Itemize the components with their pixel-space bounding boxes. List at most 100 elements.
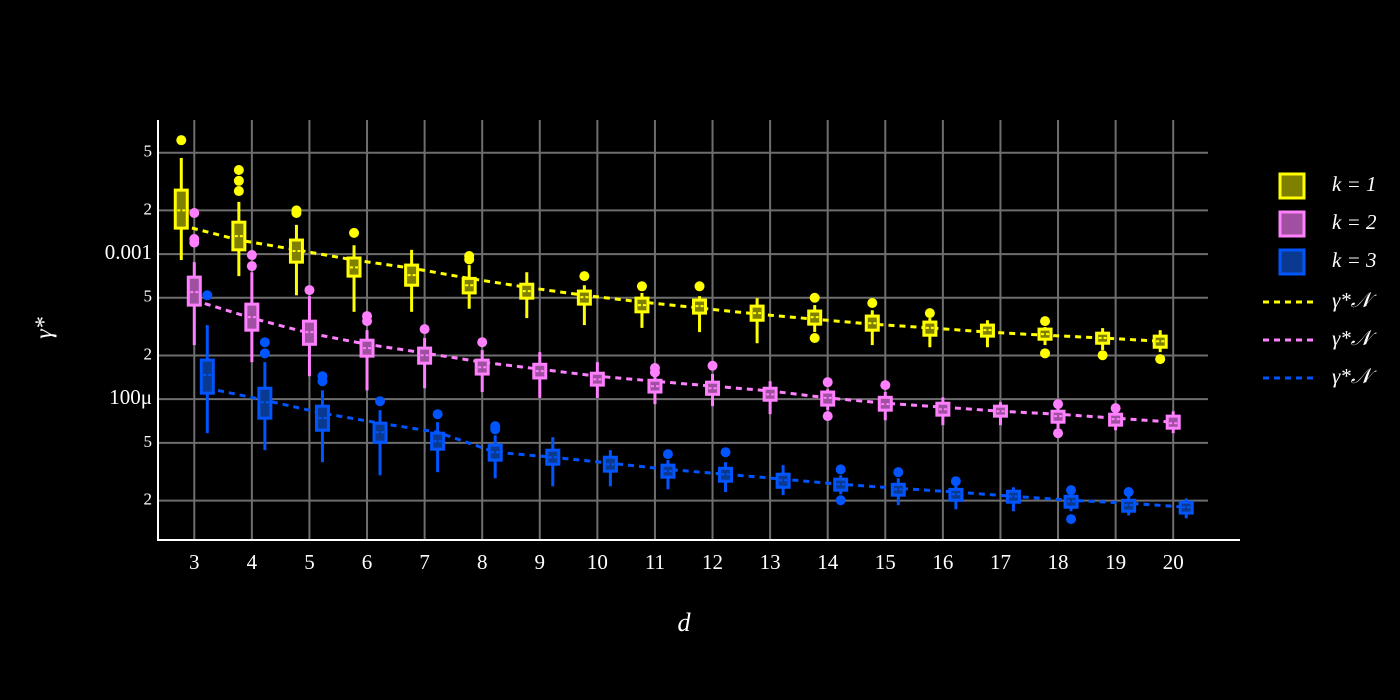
outlier (176, 135, 187, 146)
outlier (490, 424, 501, 435)
outlier (291, 207, 302, 218)
x-tick-label: 15 (875, 550, 896, 574)
outlier (246, 250, 257, 261)
box (1095, 331, 1111, 345)
x-tick-label: 12 (702, 550, 723, 574)
box (692, 298, 708, 315)
box (922, 320, 938, 337)
legend-label: γ*𝒩 (1332, 364, 1377, 388)
box (762, 386, 778, 402)
box (314, 404, 330, 432)
box (718, 466, 734, 483)
outlier (1097, 350, 1108, 361)
outlier (1053, 428, 1064, 439)
outlier (867, 298, 878, 309)
box (589, 371, 605, 387)
box (935, 401, 951, 417)
box (1050, 409, 1066, 424)
y-tick-label: 2 (144, 344, 153, 363)
outlier (835, 495, 846, 506)
box (519, 282, 535, 300)
box (1165, 414, 1181, 430)
box (288, 238, 304, 264)
legend-label: k = 3 (1332, 248, 1377, 272)
outlier (809, 333, 820, 344)
outlier (579, 271, 590, 282)
box (359, 338, 375, 358)
fit-line (180, 223, 1161, 343)
outlier (419, 324, 430, 335)
x-tick-label: 18 (1048, 550, 1069, 574)
box (948, 487, 964, 502)
box (1178, 500, 1194, 515)
box (660, 463, 676, 479)
box (647, 378, 663, 394)
y-tick-label: 100μ (109, 385, 152, 409)
outlier (317, 376, 328, 387)
outlier (636, 281, 647, 292)
outlier (233, 186, 244, 197)
outlier (246, 261, 257, 272)
fit-line (206, 386, 1187, 509)
x-tick-label: 4 (247, 550, 258, 574)
box (1063, 494, 1079, 509)
x-tick-label: 10 (587, 550, 608, 574)
outlier (880, 380, 891, 391)
box (186, 275, 202, 307)
box (864, 314, 880, 332)
x-tick-label: 6 (362, 550, 373, 574)
box (1152, 334, 1168, 349)
outlier (464, 254, 475, 265)
outlier (822, 411, 833, 422)
outlier (924, 308, 935, 319)
box (602, 455, 618, 473)
outlier (477, 337, 488, 348)
box (576, 289, 592, 306)
outlier (259, 348, 270, 359)
outlier (233, 164, 244, 175)
outlier (304, 285, 315, 296)
y-tick-label: 2 (144, 199, 153, 218)
outlier (662, 449, 673, 460)
x-tick-label: 9 (535, 550, 546, 574)
box (404, 263, 420, 287)
box (992, 404, 1008, 418)
outlier (1040, 316, 1051, 327)
box (877, 395, 893, 412)
outlier (893, 467, 904, 478)
box (1037, 327, 1053, 341)
plot-marks (173, 135, 1194, 525)
x-tick-label: 11 (645, 550, 665, 574)
outlier (835, 464, 846, 475)
box (474, 358, 490, 376)
outlier (1066, 485, 1077, 496)
x-tick-label: 14 (817, 550, 839, 574)
y-tick-label: 0.001 (105, 240, 152, 264)
outlier (1155, 354, 1166, 365)
outlier (349, 227, 360, 238)
box (487, 443, 503, 462)
outlier (1066, 514, 1077, 525)
box (1005, 489, 1021, 504)
y-axis-label: γ* (32, 317, 58, 338)
box (244, 302, 260, 332)
outlier (720, 447, 731, 458)
box (890, 482, 906, 497)
outlier (950, 476, 961, 487)
box (257, 386, 273, 420)
box (231, 220, 247, 252)
box (833, 477, 849, 492)
outlier (707, 360, 718, 371)
box (705, 380, 721, 396)
box (346, 256, 362, 278)
box (749, 304, 765, 322)
x-tick-label: 17 (990, 550, 1011, 574)
legend-label: k = 2 (1332, 210, 1377, 234)
box (372, 421, 388, 444)
fit-line (193, 298, 1174, 424)
box (775, 472, 791, 489)
legend-swatch (1278, 210, 1306, 238)
